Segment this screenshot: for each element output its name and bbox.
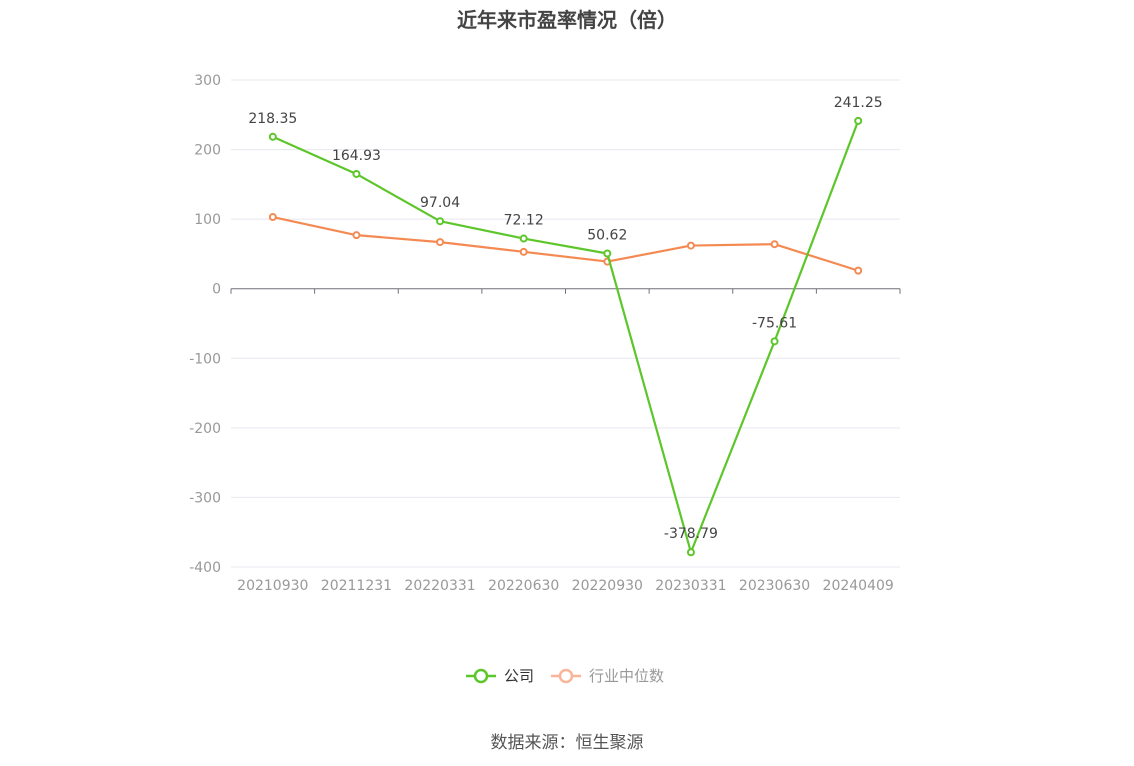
legend[interactable]: 公司 行业中位数 <box>466 667 664 685</box>
y-tick-label: 100 <box>194 212 221 228</box>
data-point <box>519 234 528 243</box>
y-tick-label: 200 <box>194 143 221 159</box>
data-point <box>770 337 779 346</box>
data-label: 97.04 <box>420 195 460 211</box>
y-tick-label: -300 <box>189 490 221 506</box>
chart-source: 数据来源：恒生聚源 <box>490 733 644 753</box>
data-point <box>854 266 863 275</box>
data-point <box>854 116 863 125</box>
data-point <box>603 249 612 258</box>
grid <box>231 79 900 568</box>
data-point <box>686 241 695 250</box>
data-point <box>352 231 361 240</box>
legend-marker-icon <box>473 668 489 684</box>
y-axis: 300 200 100 0 -100 -200 -300 -400 <box>189 73 221 576</box>
data-label: 72.12 <box>504 213 544 229</box>
data-label: -75.61 <box>752 315 797 331</box>
x-tick-label: 20230331 <box>655 578 726 594</box>
series-line <box>272 215 859 272</box>
data-point <box>352 169 361 178</box>
x-axis: 20210930 20211231 20220331 20220630 20220930… <box>230 288 901 594</box>
data-labels: 218.35 164.93 97.04 72.12 50.62 -378.79 -75.61… <box>248 95 882 542</box>
x-tick-label: 20220630 <box>488 578 559 594</box>
data-label: 218.35 <box>248 111 297 127</box>
legend-label: 行业中位数 <box>589 667 664 685</box>
data-point <box>268 213 277 222</box>
y-tick-label: 300 <box>194 73 221 89</box>
y-tick-label: 0 <box>212 282 221 298</box>
data-label: 50.62 <box>587 227 627 243</box>
x-tick-label: 20210930 <box>237 578 308 594</box>
y-tick-label: -100 <box>189 351 221 367</box>
data-label: -378.79 <box>664 526 718 542</box>
data-point <box>436 217 445 226</box>
data-point <box>436 238 445 247</box>
x-tick-label: 20220331 <box>404 578 475 594</box>
y-tick-label: -400 <box>189 560 221 576</box>
legend-item[interactable]: 行业中位数 <box>551 667 664 685</box>
series-layer <box>268 116 863 557</box>
chart-title: 近年来市盈率情况（倍） <box>457 8 677 32</box>
data-label: 241.25 <box>834 95 883 111</box>
legend-marker-icon <box>558 668 574 684</box>
series-line <box>272 120 860 554</box>
y-tick-label: -200 <box>189 421 221 437</box>
x-tick-label: 20230630 <box>739 578 810 594</box>
x-tick-label: 20211231 <box>321 578 392 594</box>
data-point <box>268 132 277 141</box>
x-tick-label: 20240409 <box>823 578 894 594</box>
x-tick-label: 20220930 <box>572 578 643 594</box>
legend-label: 公司 <box>504 667 534 685</box>
data-label: 164.93 <box>332 148 381 164</box>
data-point <box>686 548 695 557</box>
legend-item[interactable]: 公司 <box>466 667 534 685</box>
data-point <box>770 240 779 249</box>
data-point <box>519 247 528 256</box>
